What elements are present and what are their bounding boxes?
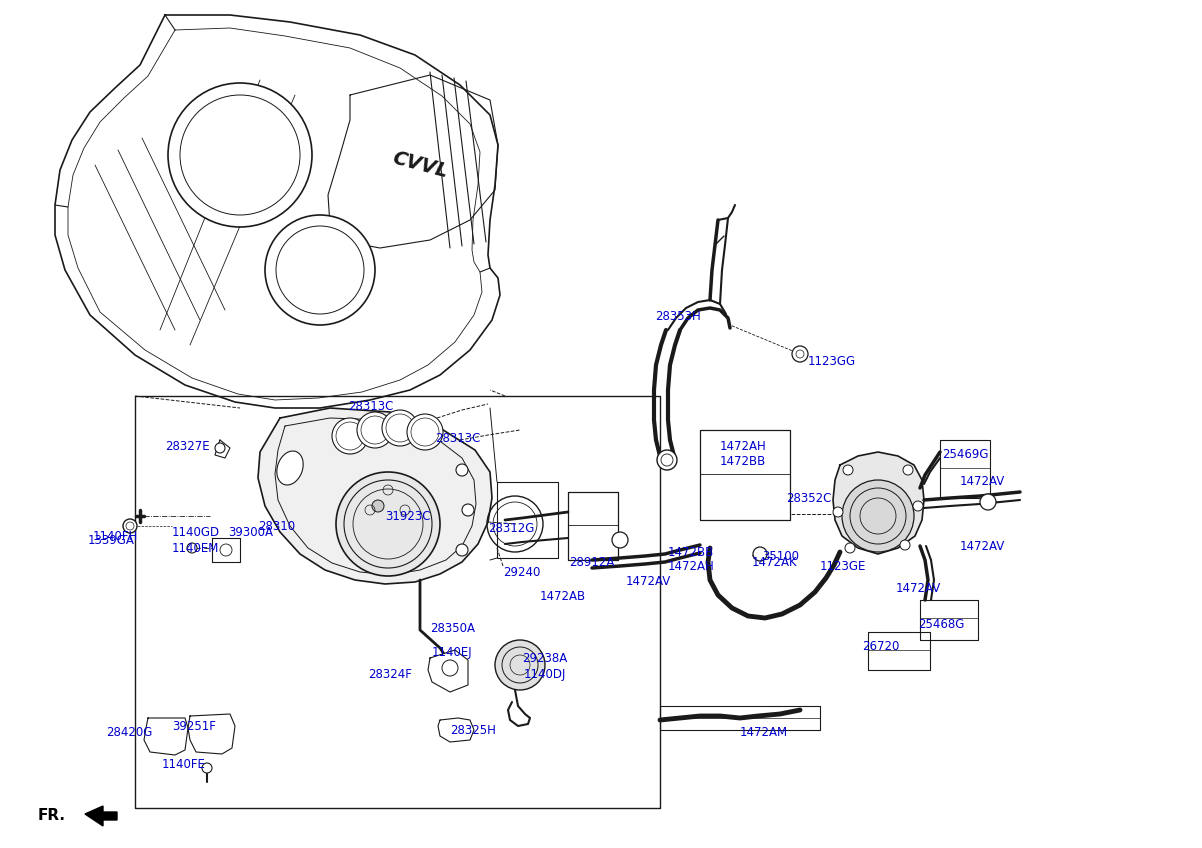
Circle shape [612, 532, 627, 548]
Text: 28912A: 28912A [569, 556, 614, 569]
Circle shape [332, 418, 368, 454]
Circle shape [382, 410, 418, 446]
Text: 31923C: 31923C [385, 510, 430, 523]
Polygon shape [258, 408, 492, 584]
Text: 28352C: 28352C [786, 492, 832, 505]
Text: 1140EJ: 1140EJ [432, 646, 472, 659]
Circle shape [657, 450, 677, 470]
Text: FR.: FR. [38, 808, 66, 823]
Text: 39251F: 39251F [172, 720, 216, 733]
Circle shape [357, 412, 393, 448]
Circle shape [337, 472, 440, 576]
Polygon shape [188, 714, 236, 754]
Text: 1140FE: 1140FE [162, 758, 206, 771]
Circle shape [371, 500, 383, 512]
Circle shape [407, 414, 444, 450]
Circle shape [980, 494, 996, 510]
Circle shape [168, 83, 313, 227]
Text: 1140FH: 1140FH [93, 530, 138, 543]
Text: 25469G: 25469G [942, 448, 988, 461]
Text: 1140GD: 1140GD [172, 526, 220, 539]
Polygon shape [428, 650, 468, 692]
Circle shape [123, 519, 137, 533]
Polygon shape [55, 15, 500, 408]
Circle shape [368, 496, 388, 516]
Circle shape [845, 543, 855, 553]
Text: 1123GG: 1123GG [808, 355, 856, 368]
Text: 1472AH: 1472AH [668, 560, 715, 573]
Text: 1472AV: 1472AV [960, 540, 1005, 553]
Circle shape [188, 543, 197, 553]
Circle shape [841, 480, 914, 552]
Text: 1472AV: 1472AV [626, 575, 671, 588]
Text: 28325H: 28325H [450, 724, 496, 737]
Text: 25468G: 25468G [918, 618, 964, 631]
Text: 28353H: 28353H [655, 310, 701, 323]
Text: 1472AK: 1472AK [752, 556, 798, 569]
Text: 1140DJ: 1140DJ [524, 668, 566, 681]
Text: 39300A: 39300A [228, 526, 273, 539]
Ellipse shape [276, 451, 303, 485]
Text: 28324F: 28324F [368, 668, 412, 681]
Circle shape [456, 544, 468, 556]
Text: 28310: 28310 [258, 520, 296, 533]
Text: 29240: 29240 [502, 566, 541, 579]
Text: 1472AV: 1472AV [895, 582, 941, 595]
Text: 35100: 35100 [762, 550, 799, 563]
Text: 28312G: 28312G [488, 522, 535, 535]
Circle shape [456, 464, 468, 476]
Text: 1472AH: 1472AH [720, 440, 767, 453]
Polygon shape [85, 806, 117, 826]
Polygon shape [144, 718, 188, 755]
Polygon shape [833, 452, 924, 554]
Text: 29238A: 29238A [522, 652, 567, 665]
Circle shape [900, 540, 910, 550]
Circle shape [264, 215, 375, 325]
Circle shape [914, 501, 923, 511]
Circle shape [215, 443, 225, 453]
Circle shape [833, 507, 843, 517]
Circle shape [202, 763, 212, 773]
Text: CVVL: CVVL [391, 148, 450, 181]
Circle shape [752, 547, 767, 561]
Circle shape [903, 465, 914, 475]
Text: 28350A: 28350A [430, 622, 475, 635]
Text: 1472BB: 1472BB [720, 455, 766, 468]
Polygon shape [212, 538, 240, 562]
Text: 1339GA: 1339GA [88, 534, 135, 547]
Circle shape [792, 346, 808, 362]
Text: 28313C: 28313C [349, 400, 393, 413]
Text: 26720: 26720 [862, 640, 899, 653]
Text: 1472AM: 1472AM [740, 726, 789, 739]
Circle shape [462, 504, 474, 516]
Text: 1123GE: 1123GE [820, 560, 867, 573]
Text: 1472AB: 1472AB [540, 590, 587, 603]
Text: 1140EM: 1140EM [172, 542, 220, 555]
Text: 28420G: 28420G [106, 726, 153, 739]
Circle shape [843, 465, 853, 475]
Text: 28313C: 28313C [435, 432, 481, 445]
Circle shape [495, 640, 545, 690]
Text: 1472AV: 1472AV [960, 475, 1005, 488]
Text: 28327E: 28327E [165, 440, 209, 453]
Text: 1472BB: 1472BB [668, 546, 714, 559]
